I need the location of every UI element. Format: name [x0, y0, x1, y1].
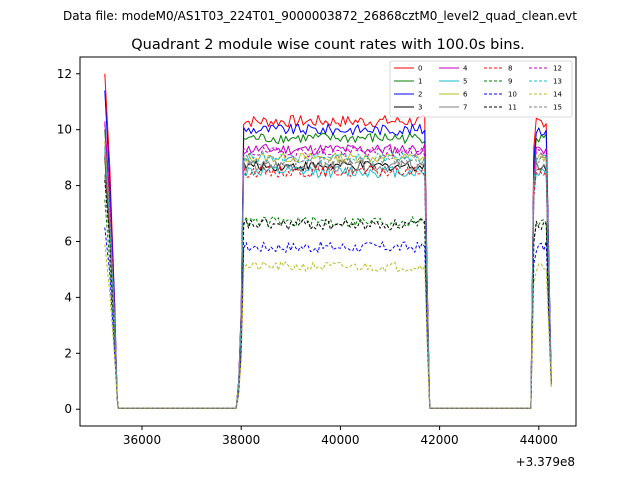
legend-label-4: 4	[463, 65, 468, 73]
legend-label-2: 2	[418, 91, 422, 99]
y-tick-label-12: 12	[57, 67, 72, 81]
legend-label-11: 11	[508, 104, 517, 112]
series-line-10	[104, 227, 552, 409]
series-line-7	[104, 159, 552, 409]
legend-label-13: 13	[553, 78, 562, 86]
legend-label-9: 9	[508, 78, 512, 86]
series-line-1	[104, 129, 552, 409]
legend-label-7: 7	[463, 104, 467, 112]
series-line-11	[104, 179, 552, 409]
y-tick-label-4: 4	[64, 290, 72, 304]
series-line-8	[104, 154, 552, 409]
y-tick-label-0: 0	[64, 402, 72, 416]
x-tick-label-44000: 44000	[520, 433, 558, 447]
series-line-5	[104, 151, 552, 409]
legend-label-12: 12	[553, 65, 562, 73]
series-line-15	[104, 146, 552, 409]
legend-label-3: 3	[418, 104, 422, 112]
chart-title: Quadrant 2 module wise count rates with …	[131, 37, 525, 53]
legend-label-5: 5	[463, 78, 467, 86]
x-offset-label: +3.379e8	[516, 455, 575, 469]
y-tick-label-2: 2	[64, 346, 72, 360]
legend-frame	[389, 60, 573, 118]
legend-label-0: 0	[418, 65, 422, 73]
y-tick-label-10: 10	[57, 123, 72, 137]
legend-label-15: 15	[553, 104, 562, 112]
legend-label-6: 6	[463, 91, 468, 99]
chart-supertitle: Data file: modeM0/AS1T03_224T01_90000038…	[63, 9, 577, 23]
x-tick-label-40000: 40000	[321, 433, 359, 447]
legend-label-8: 8	[508, 65, 512, 73]
x-tick-label-42000: 42000	[421, 433, 459, 447]
y-tick-label-8: 8	[64, 179, 72, 193]
series-line-6	[104, 140, 552, 409]
series-line-13	[104, 149, 552, 409]
legend-label-10: 10	[508, 91, 517, 99]
y-tick-label-6: 6	[64, 235, 72, 249]
series-line-4	[104, 121, 552, 409]
series-layer	[104, 73, 552, 409]
legend-label-1: 1	[418, 78, 422, 86]
series-line-12	[104, 124, 552, 409]
series-line-14	[104, 244, 552, 409]
x-tick-label-36000: 36000	[123, 433, 161, 447]
x-tick-label-38000: 38000	[222, 433, 260, 447]
series-line-2	[104, 90, 552, 409]
legend-label-14: 14	[553, 91, 562, 99]
